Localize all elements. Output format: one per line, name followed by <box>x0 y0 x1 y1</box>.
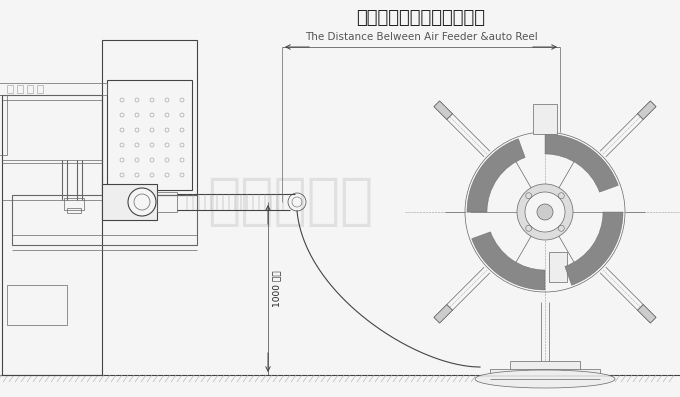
Circle shape <box>128 188 156 216</box>
Bar <box>107 80 192 190</box>
Bar <box>0 83 107 95</box>
Bar <box>102 184 157 220</box>
Bar <box>7 285 67 325</box>
Bar <box>2 95 102 375</box>
Text: 晉志德机械: 晉志德机械 <box>207 175 373 229</box>
Polygon shape <box>434 304 452 323</box>
Bar <box>17 85 23 93</box>
Bar <box>7 85 13 93</box>
Polygon shape <box>434 101 452 119</box>
Bar <box>490 369 600 379</box>
Bar <box>102 40 197 195</box>
Wedge shape <box>545 134 618 192</box>
Circle shape <box>525 192 565 232</box>
Circle shape <box>517 184 573 240</box>
Bar <box>533 104 557 134</box>
Wedge shape <box>565 212 623 285</box>
Bar <box>510 361 580 375</box>
Bar <box>12 195 197 245</box>
Wedge shape <box>467 139 525 212</box>
Bar <box>157 192 177 212</box>
Text: 1000 以上: 1000 以上 <box>272 270 281 307</box>
Bar <box>64 198 84 210</box>
Polygon shape <box>638 304 656 323</box>
Bar <box>549 252 567 282</box>
Bar <box>27 85 33 93</box>
Bar <box>0 95 7 155</box>
Bar <box>37 85 43 93</box>
Wedge shape <box>472 232 545 290</box>
Ellipse shape <box>475 370 615 388</box>
Text: 送料機與材料架之間的距離: 送料機與材料架之間的距離 <box>356 9 486 27</box>
Polygon shape <box>638 101 656 119</box>
Bar <box>67 208 81 213</box>
Text: The Distance Belween Air Feeder &auto Reel: The Distance Belween Air Feeder &auto Re… <box>305 32 537 42</box>
Circle shape <box>537 204 553 220</box>
